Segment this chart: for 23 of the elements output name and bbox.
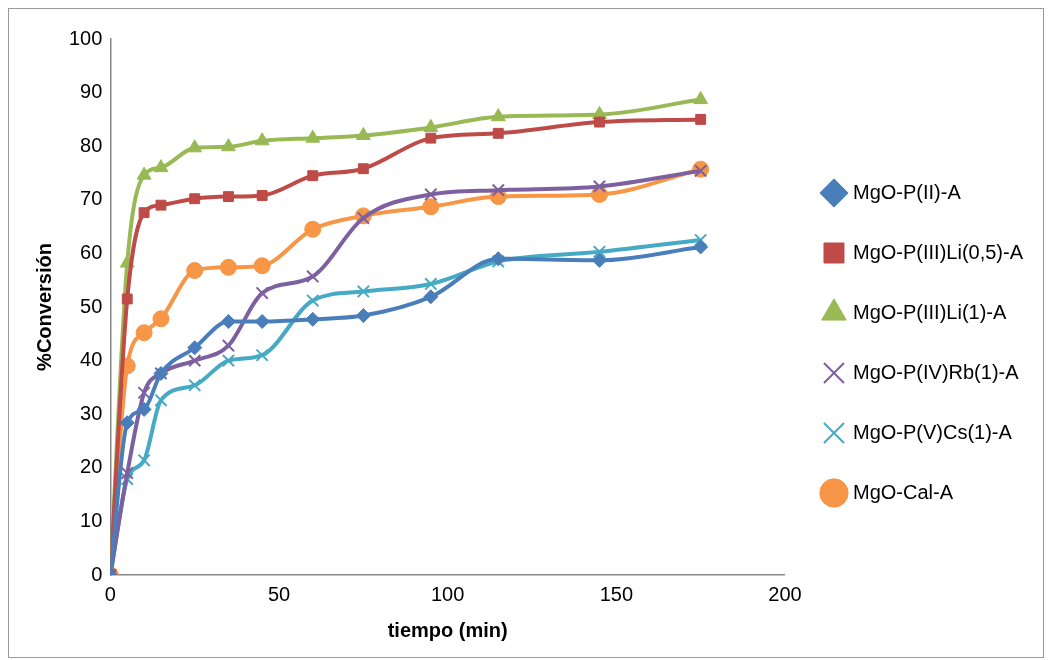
x-tick-label: 150 (599, 582, 634, 605)
y-tick-label: 20 (80, 455, 103, 478)
legend-label: MgO-P(IV)Rb(1)-A (852, 360, 1020, 383)
x-tick-label: 50 (267, 582, 291, 605)
y-tick-label: 40 (80, 348, 103, 371)
y-tick-label: 50 (80, 294, 103, 317)
x-tick-label: 200 (768, 582, 802, 605)
legend-label: MgO-P(V)Cs(1)-A (852, 420, 1013, 443)
legend-label: MgO-P(III)Li(1)-A (852, 300, 1007, 323)
y-tick-label: 0 (91, 562, 103, 585)
legend-label: MgO-P(II)-A (852, 180, 962, 203)
y-axis-title: %Conversión (32, 243, 55, 371)
legend-label: MgO-P(III)Li(0,5)-A (852, 240, 1024, 263)
y-tick-label: 10 (80, 508, 103, 531)
x-tick-label: 100 (430, 582, 465, 605)
x-axis-title: tiempo (min) (387, 618, 508, 641)
y-tick-label: 30 (80, 401, 103, 424)
y-tick-label: 90 (80, 80, 103, 103)
y-tick-label: 80 (80, 133, 103, 156)
legend-label: MgO-Cal-A (852, 480, 954, 503)
y-tick-label: 100 (68, 26, 103, 49)
y-tick-label: 60 (80, 240, 103, 263)
y-tick-label: 70 (80, 187, 103, 210)
